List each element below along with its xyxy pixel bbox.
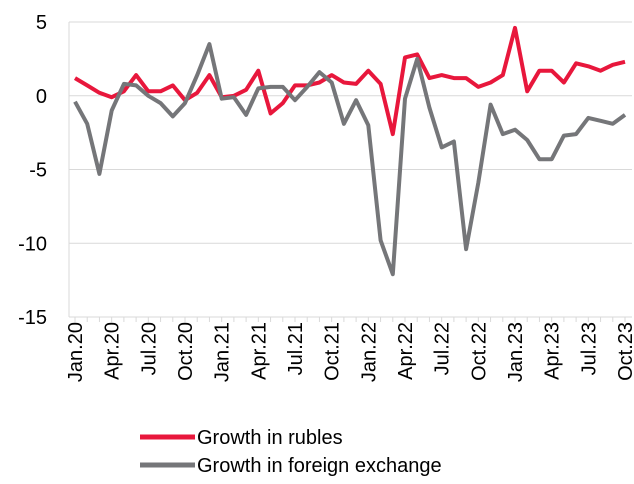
x-tick-label: Jan.22 — [358, 322, 380, 382]
line-series — [73, 25, 626, 137]
x-tick-label: Oct.23 — [615, 322, 634, 381]
x-tick-label: Oct.22 — [468, 322, 490, 381]
x-tick-label: Jul.22 — [432, 322, 454, 375]
x-tick-label: Jan.23 — [505, 322, 527, 382]
legend-label: Growth in foreign exchange — [197, 455, 442, 477]
x-tick-label: Oct.21 — [322, 322, 344, 381]
y-tick-label: -5 — [29, 160, 47, 182]
line-series — [73, 42, 627, 277]
x-tick-label: Apr.23 — [542, 322, 564, 380]
x-tick-label: Jan.21 — [212, 322, 234, 382]
y-tick-label: -15 — [18, 307, 47, 329]
x-tick-label: Apr.20 — [102, 322, 124, 380]
y-tick-label: -10 — [18, 233, 47, 255]
x-tick-label: Oct.20 — [175, 322, 197, 381]
x-tick-label: Jul.20 — [138, 322, 160, 375]
x-tick-label: Jan.20 — [65, 322, 87, 382]
y-tick-label: 0 — [36, 86, 47, 108]
y-tick-label: 5 — [36, 12, 47, 34]
legend-label: Growth in rubles — [197, 427, 343, 449]
x-tick-label: Apr.21 — [248, 322, 270, 380]
x-tick-label: Apr.22 — [395, 322, 417, 380]
x-tick-label: Jul.21 — [285, 322, 307, 375]
x-tick-label: Jul.23 — [578, 322, 600, 375]
